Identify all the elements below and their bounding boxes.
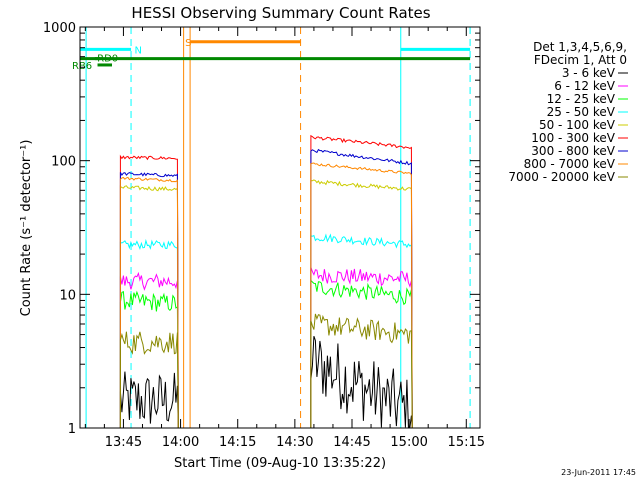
series-line	[119, 271, 179, 429]
flag-label: RD0	[97, 54, 118, 65]
flag-label: RB6	[72, 61, 92, 72]
series-line	[310, 134, 413, 429]
x-tick-label: 15:00	[390, 435, 427, 450]
series-line	[119, 185, 179, 429]
legend-entry: 7000 - 20000 keV	[508, 170, 615, 184]
legend: Det 1,3,4,5,6,9,FDecim 1, Att 03 - 6 keV…	[508, 40, 628, 184]
x-tick-label: 14:00	[162, 435, 199, 450]
y-tick-label: 1000	[43, 21, 76, 36]
series-line	[310, 335, 413, 429]
series-line	[119, 290, 179, 429]
series-layer	[119, 134, 413, 429]
legend-header: FDecim 1, Att 0	[534, 53, 627, 67]
plot-frame	[79, 26, 481, 429]
series-line	[119, 154, 179, 429]
legend-entry: 12 - 25 keV	[547, 92, 616, 106]
axes-layer: 13:45 14:00 14:15 14:30 14:45 15:00 15:15 1 10 10…	[43, 21, 485, 450]
series-line	[310, 233, 413, 429]
series-line	[310, 162, 413, 429]
x-axis-label: Start Time (09-Aug-10 13:35:22)	[174, 456, 386, 471]
y-tick-label: 100	[51, 155, 76, 170]
legend-entry: 100 - 300 keV	[531, 131, 615, 145]
legend-entry: 800 - 7000 keV	[524, 157, 616, 171]
timestamp: 23-Jun-2011 17:45	[561, 468, 636, 477]
legend-header: Det 1,3,4,5,6,9,	[533, 40, 627, 54]
series-line	[119, 371, 179, 429]
flag-label: N	[134, 45, 141, 56]
series-line	[310, 179, 413, 429]
legend-entry: 3 - 6 keV	[562, 66, 616, 80]
series-line	[310, 148, 413, 429]
x-tick-label: 14:45	[333, 435, 370, 450]
series-line	[119, 172, 179, 429]
y-axis-label: Count Rate (s⁻¹ detector⁻¹)	[19, 140, 34, 317]
series-line	[119, 331, 179, 429]
series-line	[310, 267, 413, 429]
series-line	[119, 238, 179, 429]
chart-title: HESSI Observing Summary Count Rates	[131, 4, 430, 22]
legend-entry: 300 - 800 keV	[531, 144, 615, 158]
series-line	[119, 176, 179, 429]
y-tick-label: 10	[59, 288, 76, 303]
flag-bars: N S RD0 RB6	[72, 38, 471, 72]
y-tick-label: 1	[68, 422, 76, 437]
legend-entry: 6 - 12 keV	[554, 79, 616, 93]
x-tick-label: 14:30	[276, 435, 313, 450]
series-line	[310, 279, 413, 429]
vertical-markers	[85, 27, 471, 428]
x-tick-label: 14:15	[219, 435, 256, 450]
series-line	[310, 313, 413, 429]
x-tick-label: 13:45	[105, 435, 142, 450]
x-tick-label: 15:15	[448, 435, 485, 450]
flag-label: S	[185, 38, 191, 49]
legend-entry: 25 - 50 keV	[547, 105, 616, 119]
legend-entry: 50 - 100 keV	[539, 118, 616, 132]
